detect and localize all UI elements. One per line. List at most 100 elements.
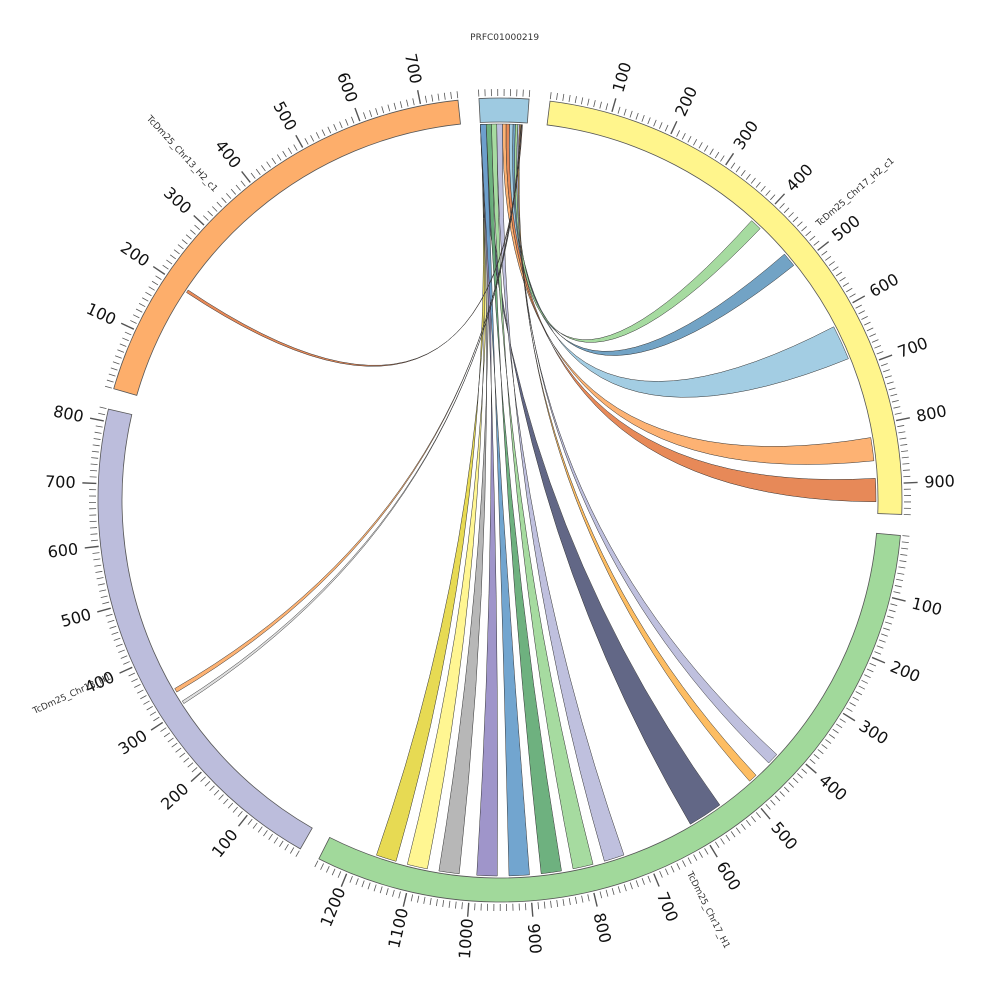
tick-chr17h1-770 (611, 888, 615, 895)
tick-chr13h1-120 (232, 806, 238, 813)
tick-chr13h2-280 (190, 229, 196, 235)
tick-chr13h1-810 (98, 412, 106, 416)
tick-chr13h1-820 (99, 406, 107, 410)
tick-chr17h1-790 (599, 891, 603, 899)
tick-chr17h1-1100 (402, 892, 408, 907)
tick-chr13h2-650 (387, 104, 391, 112)
tick-label-chr13h1-300: 300 (115, 726, 151, 759)
segment-chr17h1 (318, 532, 901, 903)
tick-chr17h1-1180 (355, 878, 359, 886)
tick-chr17h2-430 (788, 212, 794, 218)
tick-chr17h2-740 (886, 381, 894, 385)
tick-chr17h1-800 (593, 892, 598, 907)
tick-chr17h1-360 (821, 744, 828, 750)
tick-chr17h1-760 (617, 886, 621, 894)
tick-chr13h2-420 (255, 168, 261, 176)
tick-chr17h2-270 (709, 148, 714, 155)
segment-label-chr13h1: TcDm25_Chr13_H1 (31, 673, 113, 718)
tick-chr13h1-90 (247, 818, 253, 825)
tick-chr17h1-550 (735, 827, 741, 834)
tick-chr17h1-120 (888, 609, 896, 613)
tick-chr17h2-650 (866, 327, 874, 332)
tick-chr13h2-620 (369, 110, 373, 118)
tick-label-chr17h2-200: 200 (671, 83, 701, 119)
tick-chr17h2-200 (670, 120, 678, 135)
tick-chr17h1-520 (750, 816, 756, 823)
tick-chr13h2-520 (310, 135, 315, 142)
tick-label-chr13h2-700: 700 (401, 52, 426, 86)
tick-chr17h1-390 (809, 758, 816, 765)
tick-chr17h1-480 (770, 799, 776, 806)
tick-chr13h2-150 (142, 297, 149, 302)
tick-chr17h1-610 (704, 848, 709, 855)
tick-chr13h1-780 (94, 431, 102, 434)
tick-chr13h2-200 (152, 265, 166, 275)
tick-chr13h1-420 (120, 655, 128, 659)
tick-chr17h2-700 (878, 354, 893, 361)
tick-chr13h1-510 (102, 601, 110, 605)
tick-chr13h1-700 (82, 482, 97, 485)
tick-chr13h2-130 (135, 308, 143, 313)
tick-chr13h1-380 (131, 678, 138, 683)
tick-chr17h1-290 (846, 707, 853, 712)
tick-chr13h1-210 (191, 767, 198, 773)
tick-chr17h1-490 (765, 803, 771, 810)
tick-chr13h2-290 (194, 224, 201, 231)
tick-chr17h2-620 (858, 310, 865, 315)
tick-chr13h2-640 (381, 106, 385, 114)
tick-chr17h2-670 (871, 339, 879, 343)
tick-chr13h1-30 (279, 840, 284, 847)
tick-chr17h2-330 (740, 169, 746, 177)
tick-chr17h2-450 (796, 221, 803, 227)
tick-chr13h2-90 (124, 331, 132, 336)
tick-chr17h1-450 (783, 786, 790, 793)
tick-chr17h2-590 (849, 293, 856, 298)
tick-chr17h2-480 (809, 235, 816, 241)
tick-chr17h1-500 (760, 807, 771, 820)
tick-chr17h1-750 (623, 884, 627, 892)
tick-chr13h1-230 (183, 757, 190, 763)
tick-chr13h2-540 (321, 129, 326, 137)
tick-chr17h1-40 (899, 560, 907, 563)
link-6-prfc-chr17h1 (485, 123, 562, 875)
tick-chr17h2-160 (647, 117, 651, 125)
tick-chr13h2-320 (207, 210, 213, 217)
tick-chr13h2-240 (173, 249, 180, 255)
tick-chr13h1-0 (295, 850, 300, 857)
tick-chr17h1-730 (635, 880, 639, 888)
tick-chr13h1-40 (273, 837, 279, 844)
tick-chr13h2-110 (130, 320, 137, 324)
tick-chr17h2-660 (869, 333, 877, 337)
tick-chr17h1-250 (858, 685, 866, 690)
tick-label-chr13h2-600: 600 (333, 70, 361, 105)
tick-chr17h2-40 (574, 96, 577, 104)
tick-chr13h1-140 (223, 798, 229, 805)
tick-chr13h1-610 (90, 539, 99, 542)
tick-chr13h2-0 (104, 385, 112, 389)
tick-chr17h2-580 (846, 287, 853, 293)
tick-chr17h1-1110 (398, 891, 401, 899)
tick-chr17h1-370 (817, 749, 824, 755)
tick-label-chr17h2-100: 100 (609, 60, 636, 95)
tick-chr17h2-320 (735, 166, 741, 173)
tick-chr17h1-1020 (455, 901, 457, 909)
tick-chr13h1-160 (213, 789, 220, 796)
segment-chr13h1 (97, 408, 313, 850)
tick-chr17h1-700 (653, 873, 660, 887)
tick-chr13h2-360 (226, 193, 232, 199)
tick-chr13h2-350 (221, 197, 227, 204)
tick-chr17h1-0 (902, 535, 910, 537)
tick-chr13h1-740 (91, 457, 99, 459)
tick-chr17h1-310 (839, 718, 846, 723)
tick-chr13h1-430 (118, 649, 126, 653)
link-8-prfc-chr17h1 (496, 123, 625, 862)
tick-chr17h2-220 (681, 133, 686, 140)
tick-chr17h1-1050 (435, 899, 438, 907)
tick-chr17h1-1190 (349, 875, 353, 883)
tick-chr13h1-350 (140, 695, 147, 700)
tick-chr13h2-550 (327, 126, 332, 134)
tick-chr17h1-350 (825, 739, 832, 744)
tick-chr13h2-460 (276, 154, 282, 161)
tick-chr17h2-210 (676, 130, 681, 137)
